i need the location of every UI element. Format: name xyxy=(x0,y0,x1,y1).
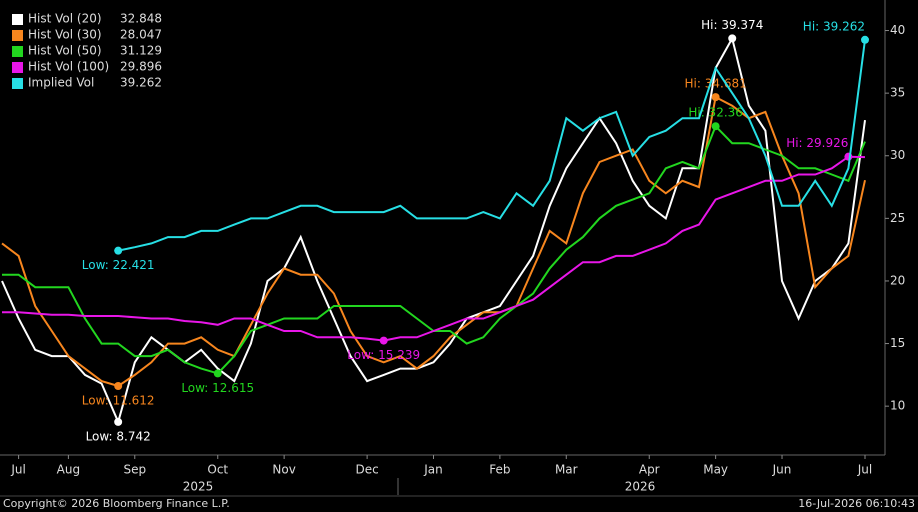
high-label: Hi: 29.926 xyxy=(786,136,848,150)
y-tick-label: 40 xyxy=(890,23,905,37)
low-marker xyxy=(213,369,222,378)
x-tick-label: Aug xyxy=(57,463,80,477)
x-tick-label: Jul xyxy=(10,463,25,477)
legend-label: Hist Vol (50) xyxy=(28,44,102,58)
legend-swatch xyxy=(12,62,23,73)
x-tick-label: Jul xyxy=(857,463,872,477)
footer-copyright: Copyright© 2026 Bloomberg Finance L.P. xyxy=(3,497,230,510)
legend-swatch xyxy=(12,78,23,89)
x-tick-label: Jan xyxy=(423,463,443,477)
y-tick-label: 35 xyxy=(890,86,905,100)
high-label: Hi: 39.262 xyxy=(803,19,865,33)
legend-value: 31.129 xyxy=(120,44,162,58)
x-tick-label: Feb xyxy=(489,463,510,477)
legend-label: Hist Vol (100) xyxy=(28,60,109,74)
x-tick-label: Mar xyxy=(555,463,578,477)
year-label: 2026 xyxy=(625,480,656,494)
legend-label: Hist Vol (20) xyxy=(28,12,102,26)
legend-label: Implied Vol xyxy=(28,76,94,90)
low-label: Low: 22.421 xyxy=(82,258,155,272)
x-tick-label: May xyxy=(703,463,728,477)
legend-swatch xyxy=(12,46,23,57)
series-line xyxy=(117,39,866,252)
series-line xyxy=(1,95,866,388)
y-tick-label: 15 xyxy=(890,336,905,350)
legend-value: 28.047 xyxy=(120,28,162,42)
series-line xyxy=(2,155,866,342)
low-label: Low: 11.612 xyxy=(82,393,155,407)
legend-value: 29.896 xyxy=(120,60,162,74)
y-tick-label: 30 xyxy=(890,148,905,162)
x-tick-label: Jun xyxy=(772,463,792,477)
high-label: Hi: 34.681 xyxy=(685,77,747,91)
low-marker xyxy=(114,381,123,390)
legend-swatch xyxy=(12,30,23,41)
high-marker xyxy=(728,34,737,43)
low-label: Low: 8.742 xyxy=(86,429,151,443)
high-marker xyxy=(711,122,720,131)
year-label: 2025 xyxy=(183,480,214,494)
low-label: Low: 12.615 xyxy=(181,381,254,395)
high-marker xyxy=(711,93,720,102)
legend-value: 39.262 xyxy=(120,76,162,90)
x-tick-label: Sep xyxy=(123,463,146,477)
y-tick-label: 25 xyxy=(890,211,905,225)
y-tick-label: 10 xyxy=(890,399,905,413)
legend-swatch xyxy=(12,14,23,25)
low-label: Low: 15.239 xyxy=(347,348,420,362)
x-tick-label: Dec xyxy=(355,463,378,477)
series-line xyxy=(1,35,866,425)
low-marker xyxy=(114,246,123,255)
high-marker xyxy=(861,35,869,44)
legend-value: 32.848 xyxy=(120,12,162,26)
low-marker xyxy=(114,417,123,426)
footer-timestamp: 16-Jul-2026 06:10:43 xyxy=(798,497,915,510)
x-tick-label: Oct xyxy=(207,463,228,477)
low-marker xyxy=(379,336,388,345)
y-tick-label: 20 xyxy=(890,273,905,287)
legend-label: Hist Vol (30) xyxy=(28,28,102,42)
x-tick-label: Nov xyxy=(272,463,295,477)
x-tick-label: Apr xyxy=(639,463,660,477)
high-label: Hi: 39.374 xyxy=(701,18,763,32)
